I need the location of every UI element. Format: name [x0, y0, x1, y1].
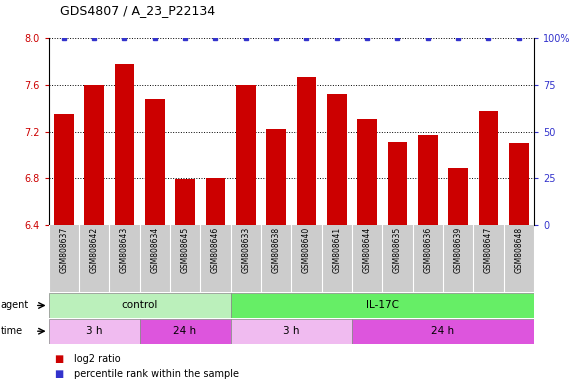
Bar — [49, 319, 139, 344]
Bar — [206, 178, 225, 225]
Bar — [296, 77, 316, 225]
Bar — [327, 94, 347, 225]
Text: time: time — [1, 326, 23, 336]
Bar — [231, 293, 534, 318]
Text: GDS4807 / A_23_P22134: GDS4807 / A_23_P22134 — [60, 4, 215, 17]
Bar — [266, 129, 286, 225]
Text: GSM808642: GSM808642 — [90, 227, 99, 273]
Text: percentile rank within the sample: percentile rank within the sample — [74, 369, 239, 379]
Bar — [509, 143, 529, 225]
Text: GSM808646: GSM808646 — [211, 227, 220, 273]
Text: 3 h: 3 h — [86, 326, 102, 336]
Text: control: control — [122, 300, 158, 311]
Text: GSM808640: GSM808640 — [302, 227, 311, 273]
Text: GSM808647: GSM808647 — [484, 227, 493, 273]
Text: GSM808648: GSM808648 — [514, 227, 523, 273]
Bar — [54, 114, 74, 225]
Bar — [418, 135, 437, 225]
Bar — [388, 142, 407, 225]
Text: 24 h: 24 h — [431, 326, 455, 336]
Text: GSM808639: GSM808639 — [453, 227, 463, 273]
Text: IL-17C: IL-17C — [365, 300, 399, 311]
Bar — [236, 85, 256, 225]
Bar — [352, 319, 534, 344]
Text: GSM808641: GSM808641 — [332, 227, 341, 273]
Text: GSM808635: GSM808635 — [393, 227, 402, 273]
Text: ■: ■ — [54, 354, 63, 364]
Text: agent: agent — [1, 300, 29, 311]
Bar — [49, 225, 534, 292]
Bar — [139, 319, 231, 344]
Bar — [175, 179, 195, 225]
Bar — [49, 293, 231, 318]
Text: GSM808636: GSM808636 — [423, 227, 432, 273]
Text: GSM808638: GSM808638 — [272, 227, 280, 273]
Bar — [478, 111, 498, 225]
Bar — [145, 99, 164, 225]
Text: GSM808644: GSM808644 — [363, 227, 372, 273]
Text: GSM808633: GSM808633 — [241, 227, 250, 273]
Text: GSM808643: GSM808643 — [120, 227, 129, 273]
Text: log2 ratio: log2 ratio — [74, 354, 121, 364]
Text: 24 h: 24 h — [174, 326, 196, 336]
Text: ■: ■ — [54, 369, 63, 379]
Bar — [231, 319, 352, 344]
Bar — [357, 119, 377, 225]
Bar — [448, 167, 468, 225]
Text: GSM808634: GSM808634 — [150, 227, 159, 273]
Bar — [115, 64, 134, 225]
Text: GSM808645: GSM808645 — [180, 227, 190, 273]
Text: 3 h: 3 h — [283, 326, 299, 336]
Bar — [84, 85, 104, 225]
Text: GSM808637: GSM808637 — [59, 227, 68, 273]
